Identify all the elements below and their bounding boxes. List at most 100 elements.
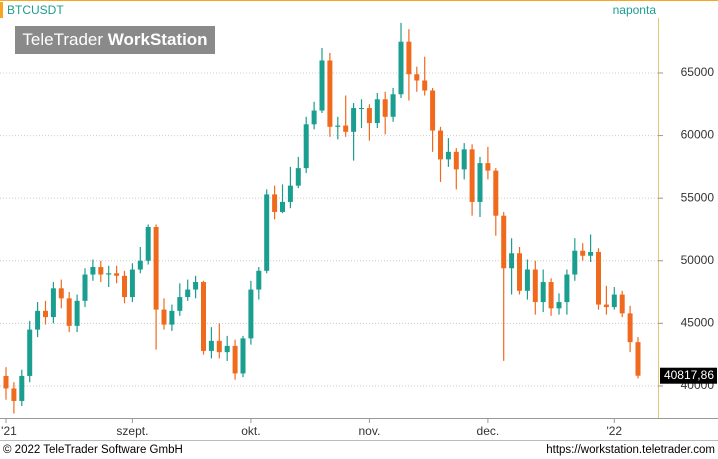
candle-body bbox=[106, 273, 112, 275]
candle-body bbox=[90, 267, 96, 275]
interval: naponta bbox=[613, 3, 657, 17]
candle-body bbox=[398, 41, 404, 95]
candle-body bbox=[445, 151, 451, 160]
last-price-box bbox=[660, 367, 717, 384]
candle-body bbox=[256, 270, 262, 290]
candle-body bbox=[303, 124, 309, 169]
symbol-marker bbox=[0, 2, 3, 18]
y-tick-label: 60000 bbox=[681, 128, 715, 142]
candle-body bbox=[461, 149, 467, 170]
candle-body bbox=[98, 267, 104, 275]
x-tick-label: szept. bbox=[116, 424, 148, 438]
candle-body bbox=[240, 338, 246, 374]
copyright: © 2022 TeleTrader Software GmbH bbox=[3, 444, 183, 456]
y-tick-label: 50000 bbox=[681, 253, 715, 267]
candle-body bbox=[27, 329, 33, 376]
x-tick-label: dec. bbox=[477, 424, 500, 438]
candle-body bbox=[177, 297, 183, 311]
candle-body bbox=[501, 215, 507, 269]
candle-body bbox=[517, 253, 522, 291]
candle-body bbox=[588, 252, 594, 256]
x-tick-label: '21 bbox=[1, 424, 17, 438]
candle-body bbox=[50, 288, 56, 318]
candle-body bbox=[311, 110, 317, 125]
candle-body bbox=[66, 298, 72, 326]
candle-body bbox=[114, 273, 120, 276]
candle-body bbox=[232, 345, 238, 374]
candle-body bbox=[438, 130, 443, 160]
candle-body bbox=[58, 288, 64, 299]
candle-body bbox=[580, 250, 586, 256]
candle-body bbox=[185, 289, 191, 298]
candle-body bbox=[548, 282, 554, 309]
x-tick-label: okt. bbox=[241, 424, 260, 438]
candle-body bbox=[224, 345, 230, 353]
candle-body bbox=[3, 375, 9, 389]
candle-body bbox=[169, 310, 175, 325]
candle-body bbox=[556, 302, 562, 309]
candle-body bbox=[153, 226, 159, 310]
candle-body bbox=[596, 252, 601, 305]
candle-body bbox=[390, 94, 396, 117]
candle-body bbox=[122, 275, 127, 298]
candle-body bbox=[477, 163, 483, 202]
candle-body bbox=[493, 170, 499, 216]
candle-body bbox=[485, 163, 491, 171]
candle-body bbox=[619, 294, 625, 314]
watermark-light: TeleTrader bbox=[22, 30, 107, 49]
candle-body bbox=[635, 342, 641, 376]
candle-body bbox=[564, 274, 570, 303]
y-tick-label: 45000 bbox=[681, 316, 715, 330]
watermark-box bbox=[15, 26, 215, 54]
candle-body bbox=[193, 282, 199, 290]
candle-body bbox=[43, 310, 48, 318]
candle-body bbox=[19, 375, 25, 401]
watermark-bold: WorkStation bbox=[108, 30, 208, 49]
candle-body bbox=[287, 185, 293, 202]
candle-body bbox=[532, 269, 538, 303]
candle-body bbox=[264, 194, 270, 271]
y-tick-label: 55000 bbox=[681, 190, 715, 204]
candle-body bbox=[509, 253, 515, 269]
candle-body bbox=[319, 60, 325, 111]
candle-body bbox=[524, 269, 530, 291]
candle-body bbox=[161, 309, 167, 325]
candle-body bbox=[382, 99, 388, 117]
candle-body bbox=[469, 149, 475, 202]
watermark: TeleTrader WorkStation bbox=[22, 30, 207, 49]
candle-body bbox=[248, 289, 254, 339]
candle-body bbox=[406, 41, 412, 75]
candle-body bbox=[422, 80, 428, 91]
candle-body bbox=[137, 260, 143, 270]
candle-body bbox=[343, 125, 349, 132]
candle-body bbox=[35, 310, 41, 330]
candle-body bbox=[82, 274, 88, 301]
candle-body bbox=[272, 194, 278, 212]
url: https://workstation.teletrader.com bbox=[546, 444, 715, 456]
candle-body bbox=[366, 108, 372, 124]
candle-body bbox=[280, 201, 285, 212]
x-tick-label: '22 bbox=[606, 424, 622, 438]
candle-body bbox=[453, 151, 459, 170]
y-tick-label: 65000 bbox=[681, 65, 715, 79]
candle-body bbox=[295, 168, 301, 186]
candle-body bbox=[374, 99, 380, 124]
candle-body bbox=[359, 108, 364, 110]
candle-body bbox=[414, 74, 420, 81]
candle-body bbox=[540, 282, 546, 303]
candle-body bbox=[335, 125, 341, 127]
x-tick-label: nov. bbox=[359, 424, 381, 438]
candle-body bbox=[216, 340, 222, 353]
candle-body bbox=[74, 300, 80, 326]
candle-body bbox=[572, 250, 578, 275]
symbol: BTCUSDT bbox=[7, 3, 64, 17]
candle-body bbox=[351, 108, 357, 132]
candle-body bbox=[627, 313, 633, 343]
candle-body bbox=[430, 90, 436, 131]
candle-body bbox=[208, 340, 214, 351]
candle-body bbox=[327, 60, 333, 127]
candle-body bbox=[201, 282, 206, 351]
candle-body bbox=[611, 294, 617, 308]
